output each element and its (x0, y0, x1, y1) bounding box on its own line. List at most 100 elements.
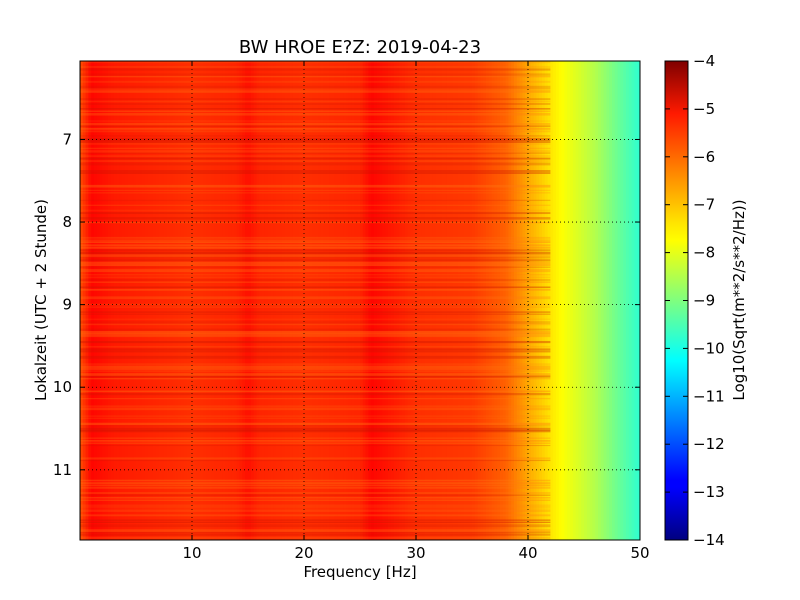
heatmap-stripe (80, 345, 551, 348)
heatmap-column (617, 61, 621, 540)
heatmap-stripe (80, 192, 551, 194)
heatmap-stripe (80, 147, 551, 150)
heatmap-stripe (80, 246, 551, 249)
heatmap-stripe (80, 365, 551, 369)
y-tick-label: 7 (62, 130, 72, 148)
heatmap-column (539, 61, 543, 540)
heatmap-stripe (80, 328, 551, 331)
x-axis-ticks: 10 20 30 40 50 (182, 61, 650, 562)
colorbar-tick-label: −6 (693, 148, 715, 166)
heatmap-column (396, 61, 400, 540)
heatmap-column (248, 61, 252, 540)
heatmap-stripe (80, 110, 551, 113)
heatmap-column (469, 61, 473, 540)
heatmap-stripe (80, 266, 551, 268)
heatmap-stripe (80, 370, 551, 372)
heatmap-column (197, 61, 201, 540)
heatmap-column (94, 61, 98, 540)
heatmap-stripe (80, 236, 551, 239)
heatmap-stripe (80, 199, 551, 202)
heatmap-column (96, 61, 101, 540)
heatmap-column (388, 61, 392, 540)
heatmap-stripe (80, 125, 551, 128)
heatmap-stripe (80, 259, 551, 262)
x-axis-label: Frequency [Hz] (303, 563, 416, 581)
heatmap-column (502, 61, 507, 540)
heatmap-column (169, 61, 173, 540)
heatmap-column (222, 61, 227, 540)
heatmap-column (102, 61, 106, 540)
heatmap-stripe (80, 162, 551, 166)
heatmap-column (228, 61, 232, 540)
heatmap-column (80, 61, 84, 540)
heatmap-stripe (80, 415, 551, 418)
heatmap-stripe (80, 254, 551, 258)
heatmap-column (85, 61, 89, 540)
heatmap-stripe (80, 459, 551, 462)
heatmap-column (292, 61, 297, 540)
colorbar-tick-label: −7 (693, 196, 715, 214)
heatmap-stripe (80, 534, 551, 536)
heatmap-column (466, 61, 470, 540)
heatmap-stripe (80, 445, 551, 447)
heatmap-column (486, 61, 490, 540)
heatmap-stripe (80, 494, 551, 496)
heatmap-column (194, 61, 199, 540)
heatmap-column (329, 61, 333, 540)
heatmap-stripe (80, 313, 551, 315)
heatmap-stripe (80, 90, 551, 93)
heatmap-column (631, 61, 635, 540)
heatmap-column (511, 61, 515, 540)
heatmap-column (301, 61, 305, 540)
y-tick-label: 10 (53, 378, 72, 396)
heatmap-column (455, 61, 459, 540)
heatmap-column (178, 61, 182, 540)
heatmap-column (225, 61, 229, 540)
x-tick-label: 40 (518, 544, 537, 562)
heatmap-column (312, 61, 316, 540)
heatmap-column (623, 61, 627, 540)
heatmap-column (612, 61, 616, 540)
heatmap-columns (80, 61, 640, 540)
heatmap-column (413, 61, 417, 540)
heatmap-column (424, 61, 428, 540)
y-axis-label: Lokalzeit (UTC + 2 Stunde) (32, 199, 50, 401)
heatmap-column (183, 61, 187, 540)
heatmap-area (80, 61, 640, 540)
heatmap-column (595, 61, 599, 540)
heatmap-column (480, 61, 484, 540)
heatmap-stripe (80, 331, 551, 334)
heatmap-column (385, 61, 389, 540)
x-tick-label: 30 (406, 544, 425, 562)
heatmap-column (206, 61, 210, 540)
heatmap-column (217, 61, 221, 540)
heatmap-column (276, 61, 280, 540)
heatmap-column (150, 61, 154, 540)
heatmap-stripe (80, 75, 551, 78)
heatmap-column (147, 61, 151, 540)
heatmap-stripe (80, 504, 551, 507)
heatmap-column (572, 61, 577, 540)
heatmap-column (463, 61, 467, 540)
heatmap-column (354, 61, 358, 540)
heatmap-column (477, 61, 481, 540)
heatmap-column (253, 61, 257, 540)
heatmap-stripe (80, 519, 551, 522)
heatmap-stripe (80, 85, 551, 89)
heatmap-stripe (80, 61, 551, 64)
heatmap-column (281, 61, 285, 540)
heatmap-column (449, 61, 453, 540)
heatmap-column (578, 61, 582, 540)
heatmap-column (634, 61, 638, 540)
heatmap-stripe (80, 98, 551, 101)
heatmap-column (430, 61, 434, 540)
heatmap-column (203, 61, 207, 540)
heatmap-column (259, 61, 263, 540)
heatmap-stripe (80, 276, 551, 279)
heatmap-column (407, 61, 411, 540)
heatmap-stripe (80, 251, 551, 255)
chart-title: BW HROE E?Z: 2019-04-23 (239, 37, 481, 58)
heatmap-stripe (80, 204, 551, 206)
heatmap-stripe (80, 261, 551, 265)
heatmap-column (110, 61, 115, 540)
